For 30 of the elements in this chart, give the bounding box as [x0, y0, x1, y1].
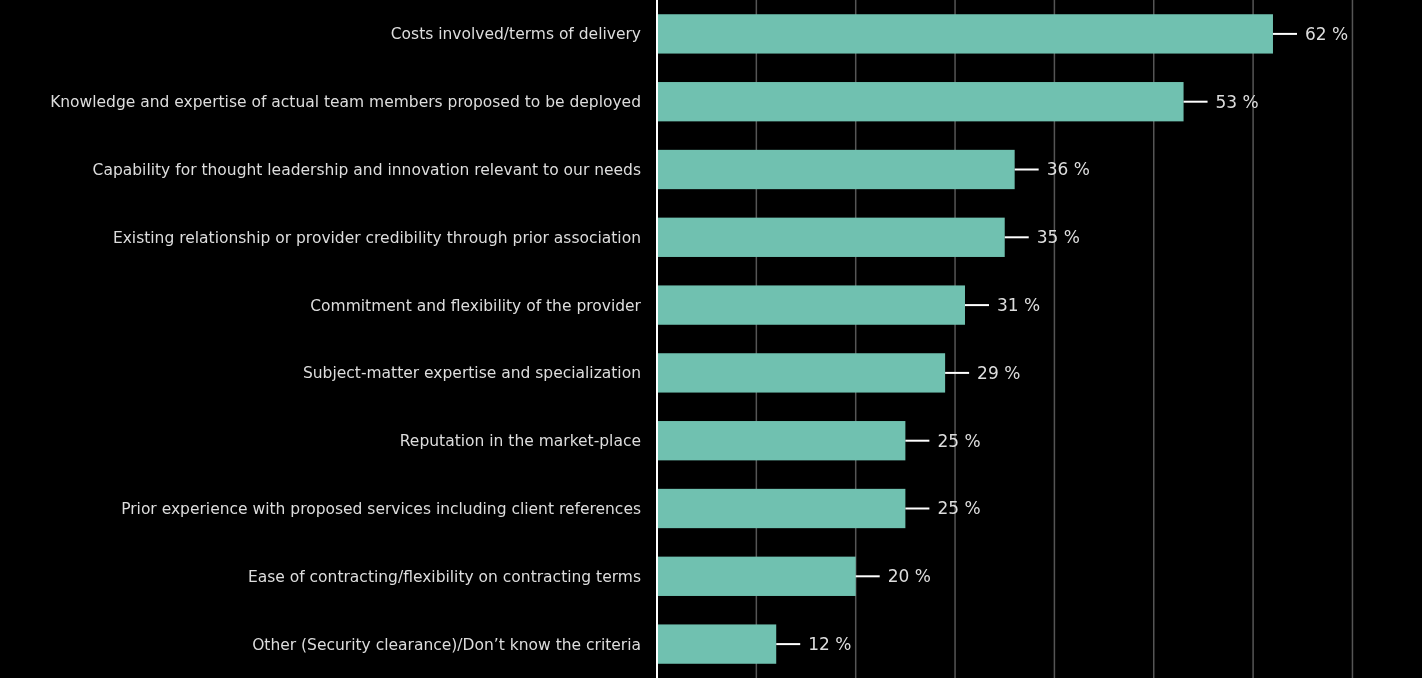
bar: [657, 556, 856, 596]
y-tick-label: Reputation in the market-place: [399, 432, 641, 451]
bar: [657, 421, 906, 461]
bar: [657, 488, 906, 529]
data-label: 53 %: [1215, 91, 1259, 112]
data-label: 25 %: [937, 498, 981, 519]
y-tick-label: Capability for thought leadership and innovation relevant to our needs: [92, 160, 641, 179]
y-tick-label: Other (Security clearance)/Don’t know the criteria: [252, 635, 641, 654]
data-label: 62 %: [1304, 23, 1349, 44]
y-tick-label: Prior experience with proposed services including client references: [121, 499, 641, 518]
y-tick-label: Commitment and flexibility of the provider: [310, 296, 642, 315]
data-label: 12 %: [808, 634, 852, 655]
bar: [657, 285, 965, 325]
y-tick-label: Subject-matter expertise and specialization: [302, 364, 641, 383]
y-tick-label: Existing relationship or provider credibility through prior association: [112, 228, 641, 247]
data-label: 36 %: [1046, 159, 1090, 180]
data-label: 25 %: [937, 430, 981, 451]
y-tick-label: Ease of contracting/flexibility on contracting terms: [247, 567, 641, 586]
bar: [657, 624, 777, 664]
bar: [657, 217, 1005, 257]
bar: [657, 14, 1273, 54]
data-label: 31 %: [996, 295, 1041, 316]
data-label: 20 %: [887, 566, 931, 587]
bar: [657, 82, 1184, 122]
y-tick-label: Knowledge and expertise of actual team members proposed to be deployed: [50, 93, 641, 112]
data-label: 29 %: [977, 362, 1021, 383]
data-label: 35 %: [1036, 227, 1080, 248]
bar: [657, 353, 946, 393]
y-tick-label: Costs involved/terms of delivery: [390, 25, 641, 44]
bar: [657, 149, 1015, 190]
